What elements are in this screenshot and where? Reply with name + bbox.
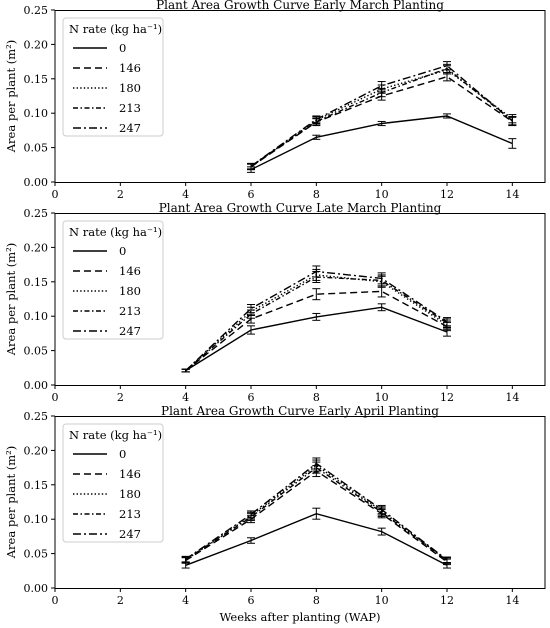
y-tick-label: 0.00 <box>24 379 49 392</box>
x-tick-label: 12 <box>440 391 454 404</box>
y-tick-label: 0.05 <box>24 548 49 561</box>
series-line-0 <box>185 512 448 566</box>
series-line-247 <box>250 64 513 167</box>
x-tick-label: 10 <box>375 391 389 404</box>
series-line-213 <box>185 466 448 562</box>
x-tick-label: 6 <box>248 594 255 607</box>
x-axis-label: Weeks after planting (WAP) <box>220 610 381 624</box>
x-tick-label: 4 <box>182 188 189 201</box>
y-tick-label: 0.15 <box>24 276 49 289</box>
x-tick-label: 10 <box>375 594 389 607</box>
series-line-247 <box>185 270 448 372</box>
legend-entry: 213 <box>119 101 141 115</box>
y-tick-label: 0.15 <box>24 73 49 86</box>
y-tick-label: 0.20 <box>24 444 49 457</box>
x-tick-label: 8 <box>313 594 320 607</box>
x-tick-label: 4 <box>182 594 189 607</box>
y-tick-label: 0.25 <box>24 4 49 17</box>
plot-frame <box>54 10 546 183</box>
x-tick-label: 8 <box>313 391 320 404</box>
x-tick-label: 12 <box>440 188 454 201</box>
y-axis-label: Area per plant (m²) <box>4 446 18 560</box>
series-line-146 <box>185 290 448 372</box>
y-axis-label: Area per plant (m²) <box>4 40 18 154</box>
chart-title: Plant Area Growth Curve Late March Plant… <box>159 201 442 215</box>
x-tick-label: 2 <box>117 391 124 404</box>
legend-entry: 146 <box>119 61 141 75</box>
legend-entry: 213 <box>119 507 141 521</box>
chart-panels: Plant Area Growth Curve Early March Plan… <box>4 0 546 607</box>
x-tick-label: 6 <box>248 188 255 201</box>
legend-entry: 180 <box>119 81 141 95</box>
legend-entry: 0 <box>119 41 126 55</box>
legend-entry: 180 <box>119 487 141 501</box>
x-tick-label: 10 <box>375 188 389 201</box>
chart-panel: Plant Area Growth Curve Early April Plan… <box>4 404 546 607</box>
legend-title: N rate (kg ha⁻¹) <box>69 225 162 239</box>
x-tick-label: 0 <box>52 594 59 607</box>
legend-entry: 247 <box>119 121 141 135</box>
y-tick-label: 0.25 <box>24 410 49 423</box>
x-tick-label: 4 <box>182 391 189 404</box>
chart-title: Plant Area Growth Curve Early April Plan… <box>161 404 439 418</box>
x-tick-label: 2 <box>117 594 124 607</box>
plot-frame <box>54 213 546 386</box>
x-tick-label: 14 <box>505 188 519 201</box>
x-tick-label: 0 <box>52 391 59 404</box>
legend-entry: 247 <box>119 324 141 338</box>
x-tick-label: 8 <box>313 188 320 201</box>
plot-frame <box>54 416 546 589</box>
x-tick-label: 12 <box>440 594 454 607</box>
chart-panel: Plant Area Growth Curve Early March Plan… <box>4 0 546 201</box>
y-tick-label: 0.20 <box>24 38 49 51</box>
y-tick-label: 0.25 <box>24 207 49 220</box>
x-tick-label: 6 <box>248 391 255 404</box>
y-tick-label: 0.05 <box>24 345 49 358</box>
chart-panel: Plant Area Growth Curve Late March Plant… <box>4 201 546 404</box>
y-tick-label: 0.00 <box>24 176 49 189</box>
legend-entry: 146 <box>119 264 141 278</box>
legend-entry: 0 <box>119 447 126 461</box>
y-tick-label: 0.20 <box>24 241 49 254</box>
legend-entry: 247 <box>119 527 141 541</box>
y-tick-label: 0.00 <box>24 582 49 595</box>
legend-entry: 180 <box>119 284 141 298</box>
x-tick-label: 14 <box>505 594 519 607</box>
x-tick-label: 14 <box>505 391 519 404</box>
x-tick-label: 2 <box>117 188 124 201</box>
y-tick-label: 0.10 <box>24 310 49 323</box>
legend-title: N rate (kg ha⁻¹) <box>69 22 162 36</box>
x-tick-label: 0 <box>52 188 59 201</box>
y-tick-label: 0.15 <box>24 479 49 492</box>
legend-entry: 213 <box>119 304 141 318</box>
legend-entry: 146 <box>119 467 141 481</box>
legend-title: N rate (kg ha⁻¹) <box>69 428 162 442</box>
y-axis-label: Area per plant (m²) <box>4 243 18 357</box>
y-tick-label: 0.10 <box>24 513 49 526</box>
y-tick-label: 0.05 <box>24 142 49 155</box>
chart-title: Plant Area Growth Curve Early March Plan… <box>156 0 444 12</box>
y-tick-label: 0.10 <box>24 107 49 120</box>
legend-entry: 0 <box>119 244 126 258</box>
